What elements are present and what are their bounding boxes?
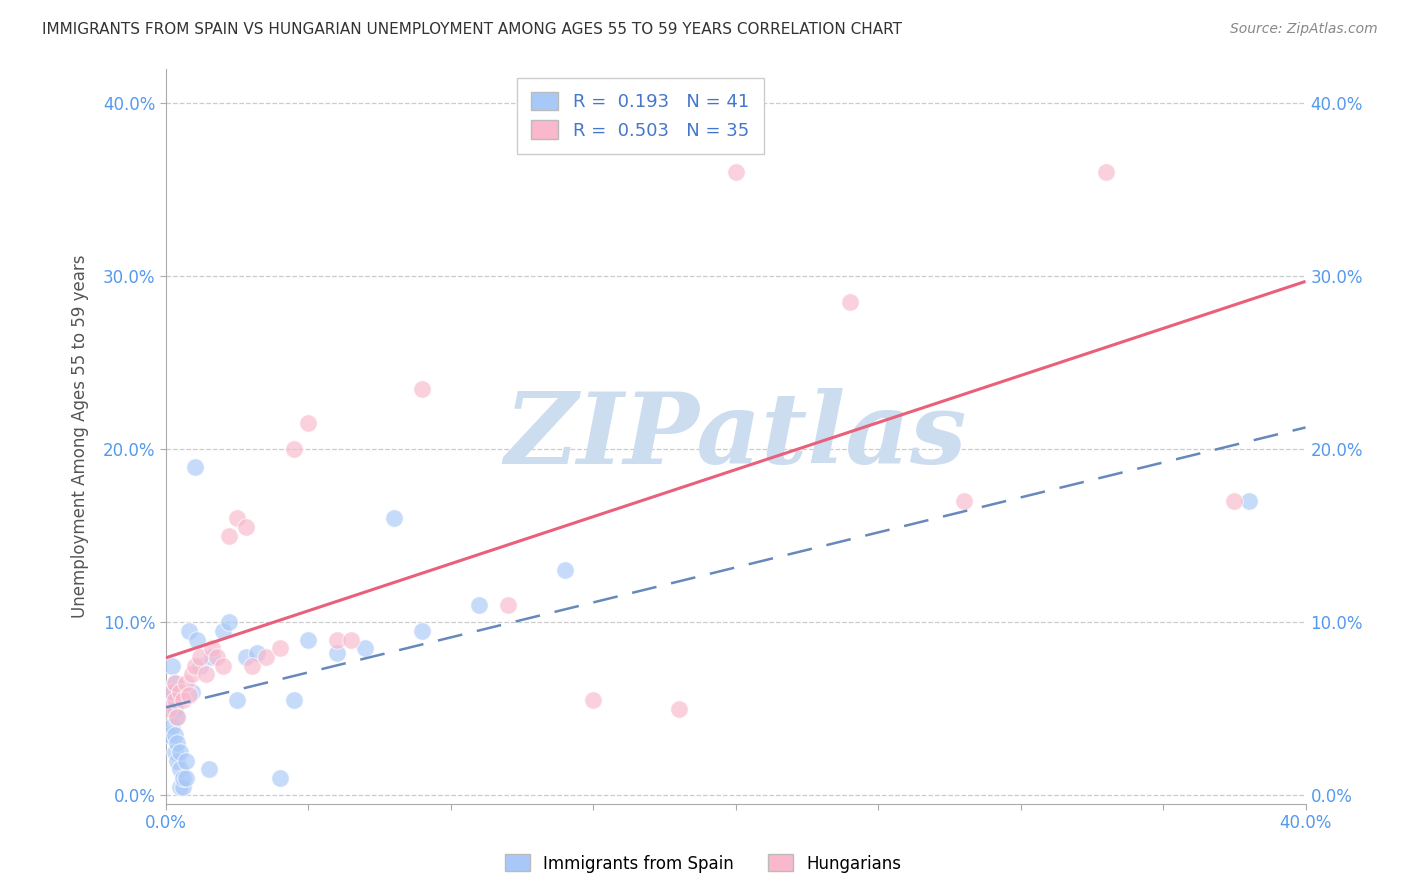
Point: [724, 165, 747, 179]
Point: [186, 632, 208, 647]
Point: [668, 702, 690, 716]
Point: [166, 710, 188, 724]
Text: Source: ZipAtlas.com: Source: ZipAtlas.com: [1230, 22, 1378, 37]
Point: [169, 780, 191, 794]
Legend: R =  0.193   N = 41, R =  0.503   N = 35: R = 0.193 N = 41, R = 0.503 N = 35: [517, 78, 763, 154]
Point: [188, 649, 211, 664]
Point: [269, 641, 291, 656]
Point: [174, 754, 197, 768]
Point: [207, 649, 229, 664]
Point: [235, 649, 257, 664]
Point: [163, 693, 186, 707]
Point: [160, 658, 183, 673]
Point: [174, 771, 197, 785]
Point: [177, 624, 200, 638]
Point: [235, 520, 257, 534]
Point: [188, 658, 211, 673]
Point: [166, 736, 188, 750]
Text: ZIPatlas: ZIPatlas: [505, 388, 967, 484]
Point: [468, 598, 491, 612]
Point: [411, 382, 433, 396]
Point: [157, 702, 180, 716]
Legend: Immigrants from Spain, Hungarians: Immigrants from Spain, Hungarians: [499, 847, 907, 880]
Point: [297, 417, 319, 431]
Point: [172, 771, 194, 785]
Point: [240, 658, 263, 673]
Point: [283, 442, 305, 457]
Point: [160, 719, 183, 733]
Point: [177, 688, 200, 702]
Y-axis label: Unemployment Among Ages 55 to 59 years: Unemployment Among Ages 55 to 59 years: [72, 254, 89, 618]
Point: [582, 693, 605, 707]
Point: [218, 529, 240, 543]
Point: [254, 649, 277, 664]
Point: [180, 684, 202, 698]
Point: [166, 710, 188, 724]
Point: [163, 676, 186, 690]
Point: [382, 511, 405, 525]
Point: [411, 624, 433, 638]
Point: [169, 745, 191, 759]
Text: IMMIGRANTS FROM SPAIN VS HUNGARIAN UNEMPLOYMENT AMONG AGES 55 TO 59 YEARS CORREL: IMMIGRANTS FROM SPAIN VS HUNGARIAN UNEMP…: [42, 22, 903, 37]
Point: [160, 684, 183, 698]
Point: [1237, 494, 1260, 508]
Point: [163, 702, 186, 716]
Point: [838, 295, 860, 310]
Point: [340, 632, 363, 647]
Point: [226, 511, 249, 525]
Point: [212, 624, 235, 638]
Point: [163, 728, 186, 742]
Point: [157, 693, 180, 707]
Point: [326, 632, 349, 647]
Point: [218, 615, 240, 630]
Point: [172, 693, 194, 707]
Point: [174, 676, 197, 690]
Point: [952, 494, 974, 508]
Point: [157, 728, 180, 742]
Point: [354, 641, 377, 656]
Point: [269, 771, 291, 785]
Point: [201, 641, 224, 656]
Point: [194, 667, 217, 681]
Point: [212, 658, 235, 673]
Point: [496, 598, 519, 612]
Point: [169, 763, 191, 777]
Point: [180, 667, 202, 681]
Point: [297, 632, 319, 647]
Point: [197, 763, 219, 777]
Point: [283, 693, 305, 707]
Point: [326, 647, 349, 661]
Point: [554, 563, 576, 577]
Point: [166, 754, 188, 768]
Point: [183, 658, 205, 673]
Point: [163, 676, 186, 690]
Point: [183, 459, 205, 474]
Point: [172, 780, 194, 794]
Point: [163, 745, 186, 759]
Point: [160, 684, 183, 698]
Point: [201, 649, 224, 664]
Point: [246, 647, 269, 661]
Point: [1223, 494, 1246, 508]
Point: [1095, 165, 1118, 179]
Point: [169, 684, 191, 698]
Point: [226, 693, 249, 707]
